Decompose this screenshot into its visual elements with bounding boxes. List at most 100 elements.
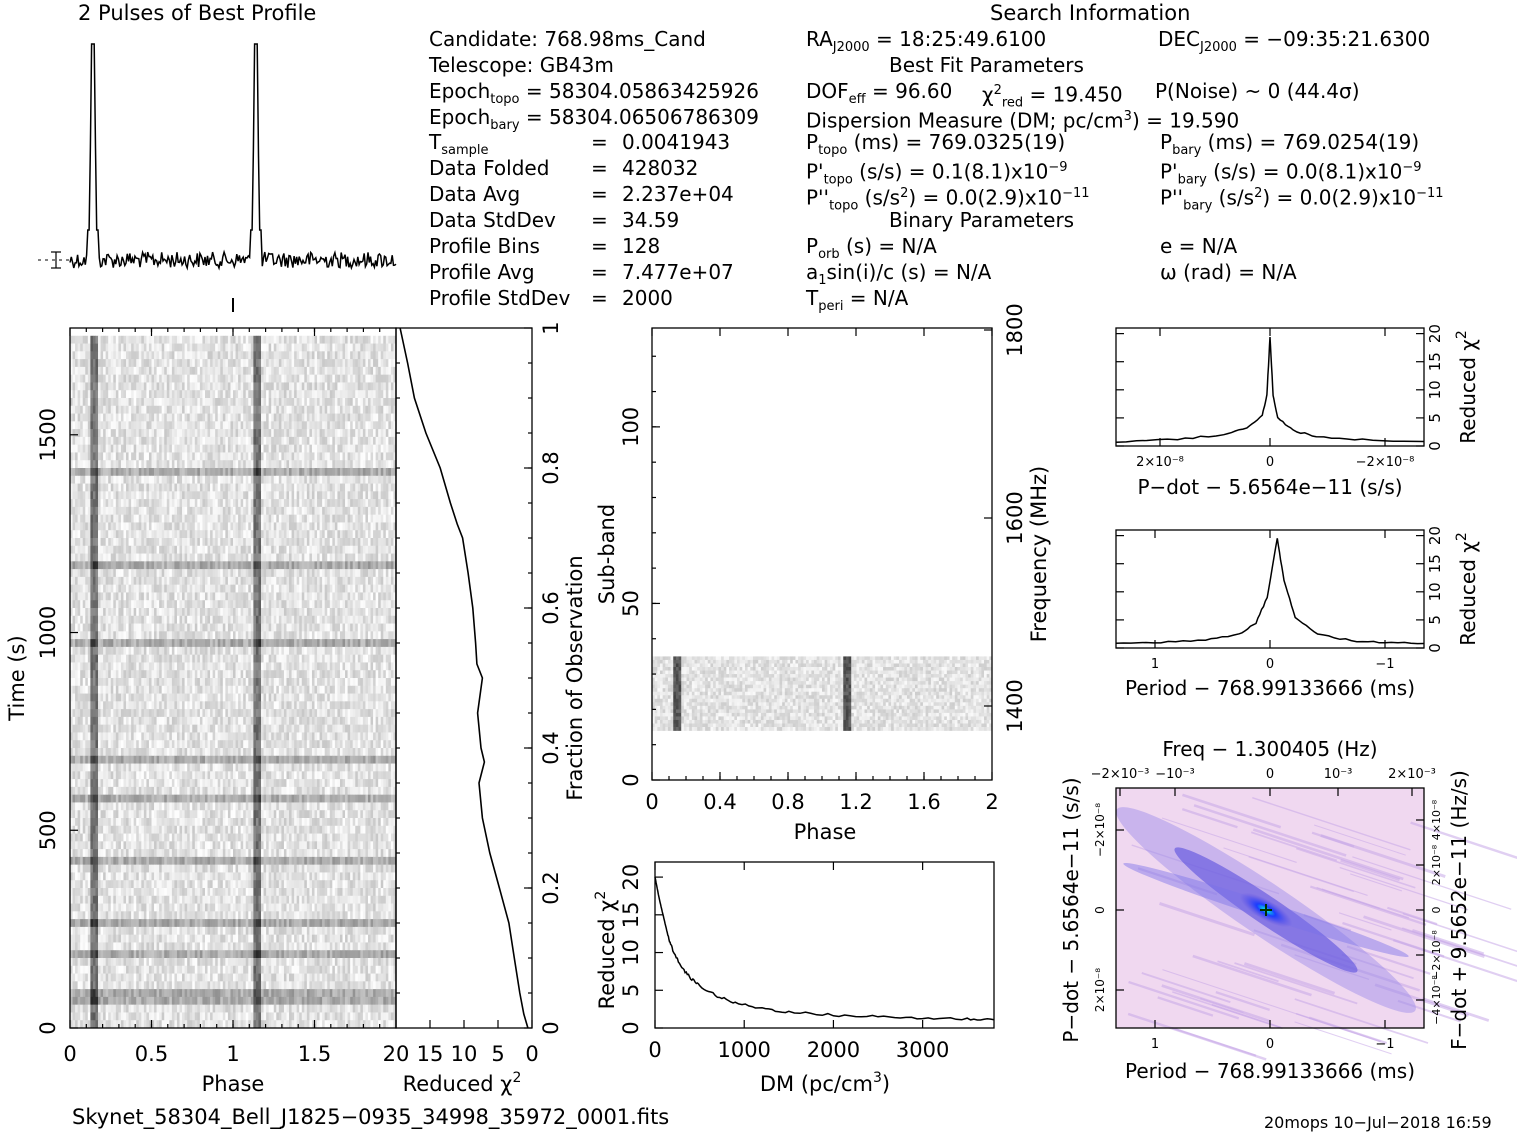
heatmap-cell: [126, 608, 129, 616]
heatmap-cell: [378, 460, 381, 468]
heatmap-cell: [284, 382, 287, 390]
heatmap-cell: [136, 351, 139, 359]
heatmap-cell: [192, 351, 195, 359]
heatmap-cell: [360, 507, 363, 515]
heatmap-cell: [225, 476, 228, 484]
heatmap-cell: [256, 421, 259, 429]
heatmap-cell: [169, 414, 172, 422]
heatmap-cell: [154, 530, 157, 538]
heatmap-cell: [121, 484, 124, 492]
heatmap-cell: [213, 515, 216, 523]
heatmap-cell: [269, 491, 272, 499]
heatmap-cell: [325, 561, 328, 569]
heatmap-cell: [205, 624, 208, 632]
heatmap-cell: [213, 344, 216, 352]
heatmap-cell: [121, 499, 124, 507]
heatmap-cell: [297, 476, 300, 484]
heatmap-cell: [215, 522, 218, 530]
heatmap-cell: [73, 608, 76, 616]
heatmap-cell: [251, 515, 254, 523]
heatmap-cell: [118, 421, 121, 429]
heatmap-cell: [381, 530, 384, 538]
heatmap-cell: [215, 530, 218, 538]
heatmap-cell: [172, 406, 175, 414]
heatmap-cell: [180, 429, 183, 437]
heatmap-cell: [185, 585, 188, 593]
heatmap-cell: [365, 351, 368, 359]
heatmap-cell: [197, 616, 200, 624]
heatmap-cell: [106, 585, 109, 593]
heatmap-cell: [230, 452, 233, 460]
heatmap-cell: [101, 445, 104, 453]
heatmap-cell: [330, 577, 333, 585]
heatmap-cell: [279, 437, 282, 445]
heatmap-cell: [383, 437, 386, 445]
heatmap-cell: [167, 398, 170, 406]
heatmap-cell: [121, 538, 124, 546]
heatmap-cell: [131, 445, 134, 453]
heatmap-cell: [118, 445, 121, 453]
heatmap-cell: [264, 554, 267, 562]
heatmap-cell: [317, 429, 320, 437]
heatmap-cell: [152, 359, 155, 367]
heatmap-cell: [388, 344, 391, 352]
heatmap-cell: [386, 499, 389, 507]
heatmap-cell: [236, 382, 239, 390]
heatmap-cell: [78, 538, 81, 546]
heatmap-cell: [246, 437, 249, 445]
heatmap-cell: [256, 445, 259, 453]
heatmap-cell: [353, 491, 356, 499]
heatmap-cell: [75, 569, 78, 577]
heatmap-cell: [185, 351, 188, 359]
heatmap-cell: [302, 406, 305, 414]
heatmap-cell: [386, 421, 389, 429]
heatmap-cell: [279, 445, 282, 453]
heatmap-cell: [376, 554, 379, 562]
heatmap-cell: [218, 600, 221, 608]
heatmap-cell: [210, 344, 213, 352]
heatmap-cell: [95, 561, 98, 569]
heatmap-cell: [98, 569, 101, 577]
heatmap-cell: [116, 592, 119, 600]
heatmap-cell: [266, 608, 269, 616]
heatmap-cell: [335, 522, 338, 530]
heatmap-cell: [343, 577, 346, 585]
heatmap-cell: [236, 367, 239, 375]
heatmap-cell: [157, 414, 160, 422]
heatmap-cell: [129, 561, 132, 569]
heatmap-cell: [111, 577, 114, 585]
heatmap-cell: [345, 554, 348, 562]
heatmap-cell: [129, 491, 132, 499]
heatmap-cell: [276, 577, 279, 585]
heatmap-cell: [241, 499, 244, 507]
heatmap-cell: [85, 515, 88, 523]
heatmap-cell: [386, 491, 389, 499]
heatmap-cell: [208, 530, 211, 538]
heatmap-cell: [220, 336, 223, 344]
heatmap-cell: [317, 522, 320, 530]
heatmap-cell: [246, 608, 249, 616]
heatmap-cell: [195, 484, 198, 492]
heatmap-cell: [337, 359, 340, 367]
heatmap-cell: [286, 336, 289, 344]
heatmap-cell: [358, 406, 361, 414]
heatmap-cell: [192, 569, 195, 577]
heatmap-cell: [190, 406, 193, 414]
heatmap-cell: [172, 616, 175, 624]
heatmap-cell: [169, 437, 172, 445]
heatmap-cell: [113, 468, 116, 476]
heatmap-cell: [335, 452, 338, 460]
heatmap-cell: [315, 515, 318, 523]
heatmap-cell: [113, 600, 116, 608]
heatmap-cell: [108, 421, 111, 429]
heatmap-cell: [205, 538, 208, 546]
heatmap-cell: [381, 616, 384, 624]
heatmap-cell: [243, 344, 246, 352]
heatmap-cell: [230, 585, 233, 593]
heatmap-cell: [185, 600, 188, 608]
heatmap-cell: [241, 328, 244, 336]
heatmap-cell: [297, 600, 300, 608]
heatmap-cell: [126, 437, 129, 445]
heatmap-cell: [302, 351, 305, 359]
heatmap-cell: [220, 546, 223, 554]
